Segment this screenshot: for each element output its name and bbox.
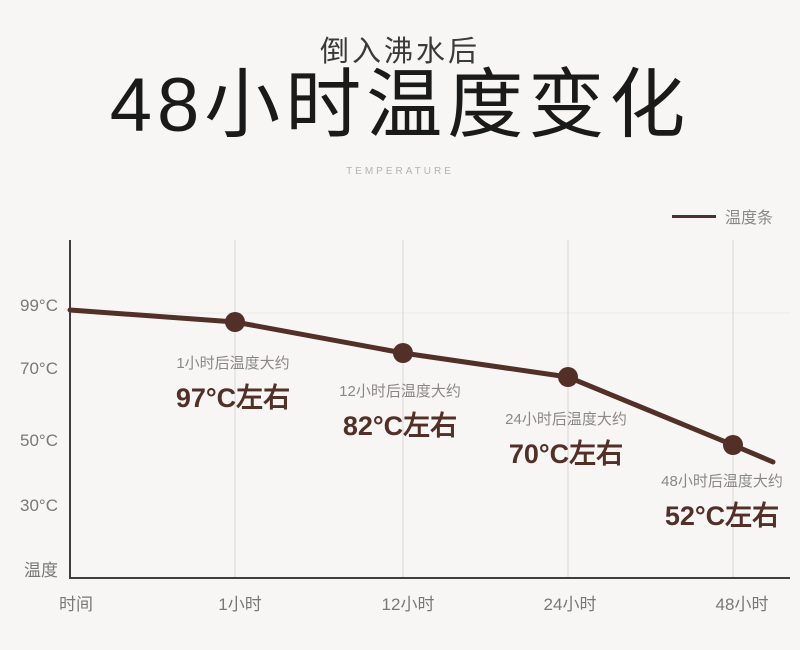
y-tick-70c: 70°C: [20, 359, 58, 378]
annotation-12h-label: 12小时后温度大约: [339, 383, 461, 400]
y-tick-30c: 30°C: [20, 496, 58, 515]
annotation-1h: 1小时后温度大约 97°C左右: [176, 352, 290, 415]
annotation-24h: 24小时后温度大约 70°C左右: [505, 408, 627, 471]
x-tick-24h: 24小时: [543, 595, 597, 614]
annotation-24h-value: 70°C左右: [508, 439, 624, 469]
y-axis-title: 温度: [24, 561, 58, 580]
annotation-48h: 48小时后温度大约 52°C左右: [661, 470, 783, 533]
y-tick-50c: 50°C: [20, 431, 58, 450]
annotation-48h-label: 48小时后温度大约: [661, 473, 783, 490]
y-tick-99c: 99°C: [20, 296, 58, 315]
x-tick-48h: 48小时: [715, 595, 769, 614]
legend: 温度条: [672, 204, 773, 228]
legend-line-swatch: [672, 214, 716, 218]
caption-temperature: TEMPERATURE: [346, 166, 454, 177]
annotation-12h: 12小时后温度大约 82°C左右: [339, 380, 461, 443]
chart-subtitle: 倒入沸水后: [319, 36, 480, 68]
x-tick-12h: 12小时: [381, 595, 435, 614]
annotation-1h-label: 1小时后温度大约: [176, 355, 290, 372]
x-tick-1h: 1小时: [218, 595, 262, 614]
annotation-24h-label: 24小时后温度大约: [505, 411, 627, 428]
annotation-1h-value: 97°C左右: [175, 383, 291, 413]
x-axis-title: 时间: [59, 595, 93, 614]
legend-label: 温度条: [725, 210, 774, 227]
page-title: 48小时温度变化: [109, 63, 691, 148]
annotation-12h-value: 82°C左右: [342, 411, 458, 441]
annotation-48h-value: 52°C左右: [664, 501, 780, 531]
